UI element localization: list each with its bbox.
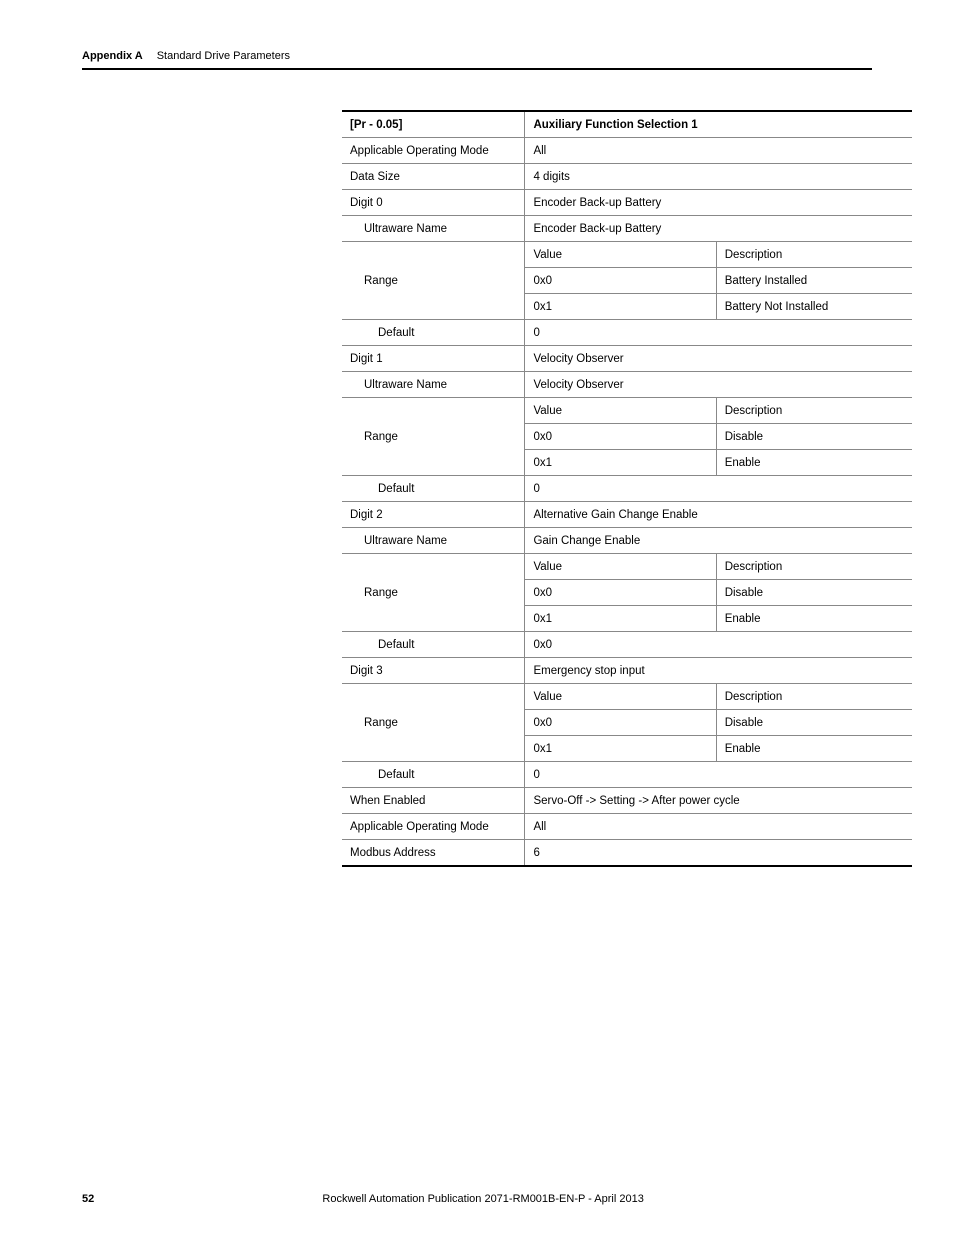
cell-label: Digit 0 [342, 190, 525, 216]
cell-value: Velocity Observer [525, 346, 912, 372]
cell-label: Applicable Operating Mode [342, 138, 525, 164]
cell-value: 0x0 [525, 268, 716, 294]
cell-value: Value [525, 242, 716, 268]
cell-value: Value [525, 684, 716, 710]
cell-label: Digit 3 [342, 658, 525, 684]
cell-label: Applicable Operating Mode [342, 814, 525, 840]
table-row: Range Value Description [342, 554, 912, 580]
page-number: 52 [82, 1193, 94, 1205]
cell-value: 0x0 [525, 424, 716, 450]
parameter-table: [Pr - 0.05] Auxiliary Function Selection… [342, 110, 912, 867]
table-row: Digit 0 Encoder Back-up Battery [342, 190, 912, 216]
cell-label: Default [342, 632, 525, 658]
cell-value: 0 [525, 762, 912, 788]
cell-value: Description [716, 684, 912, 710]
cell-value: 0 [525, 320, 912, 346]
publication-info: Rockwell Automation Publication 2071-RM0… [94, 1193, 872, 1205]
cell-value: 0 [525, 476, 912, 502]
param-id: [Pr - 0.05] [342, 111, 525, 138]
cell-value: 0x0 [525, 632, 912, 658]
cell-label: Modbus Address [342, 840, 525, 867]
cell-value: Emergency stop input [525, 658, 912, 684]
cell-value: Gain Change Enable [525, 528, 912, 554]
table-row: When Enabled Servo-Off -> Setting -> Aft… [342, 788, 912, 814]
cell-value: 0x1 [525, 294, 716, 320]
cell-label: Digit 1 [342, 346, 525, 372]
cell-value: 0x1 [525, 736, 716, 762]
table-row: Range Value Description [342, 398, 912, 424]
param-name: Auxiliary Function Selection 1 [525, 111, 912, 138]
table-row: Applicable Operating Mode All [342, 138, 912, 164]
table-row: Digit 2 Alternative Gain Change Enable [342, 502, 912, 528]
cell-label: Ultraware Name [342, 528, 525, 554]
page-header: Appendix A Standard Drive Parameters [82, 50, 872, 70]
table-row: Data Size 4 digits [342, 164, 912, 190]
cell-value: Description [716, 398, 912, 424]
table-row: Digit 1 Velocity Observer [342, 346, 912, 372]
table-row: Default 0 [342, 320, 912, 346]
table-row: Modbus Address 6 [342, 840, 912, 867]
table-row: Range Value Description [342, 242, 912, 268]
cell-value: 0x1 [525, 450, 716, 476]
cell-label: Digit 2 [342, 502, 525, 528]
cell-value: Disable [716, 580, 912, 606]
page-content: Appendix A Standard Drive Parameters [Pr… [0, 0, 954, 867]
cell-value: 0x0 [525, 580, 716, 606]
table-row: Default 0 [342, 762, 912, 788]
cell-value: Velocity Observer [525, 372, 912, 398]
cell-value: All [525, 138, 912, 164]
cell-value: Enable [716, 450, 912, 476]
cell-value: Value [525, 554, 716, 580]
cell-value: 0x1 [525, 606, 716, 632]
cell-label: Default [342, 476, 525, 502]
table-row: Default 0x0 [342, 632, 912, 658]
cell-value: 6 [525, 840, 912, 867]
cell-value: Battery Installed [716, 268, 912, 294]
table-row: Ultraware Name Gain Change Enable [342, 528, 912, 554]
cell-label: Range [342, 554, 525, 632]
table-row: Ultraware Name Velocity Observer [342, 372, 912, 398]
cell-value: Description [716, 554, 912, 580]
cell-value: 0x0 [525, 710, 716, 736]
appendix-title: Standard Drive Parameters [157, 50, 290, 62]
cell-value: Disable [716, 424, 912, 450]
table-row: Default 0 [342, 476, 912, 502]
cell-value: 4 digits [525, 164, 912, 190]
cell-label: Ultraware Name [342, 216, 525, 242]
cell-value: Encoder Back-up Battery [525, 190, 912, 216]
cell-value: Enable [716, 606, 912, 632]
cell-value: Alternative Gain Change Enable [525, 502, 912, 528]
cell-label: Range [342, 398, 525, 476]
cell-value: Value [525, 398, 716, 424]
table-row: Ultraware Name Encoder Back-up Battery [342, 216, 912, 242]
cell-value: Enable [716, 736, 912, 762]
table-row: Applicable Operating Mode All [342, 814, 912, 840]
cell-value: Servo-Off -> Setting -> After power cycl… [525, 788, 912, 814]
appendix-label: Appendix A [82, 50, 143, 62]
cell-label: Data Size [342, 164, 525, 190]
cell-label: Default [342, 320, 525, 346]
cell-label: When Enabled [342, 788, 525, 814]
table-row: Digit 3 Emergency stop input [342, 658, 912, 684]
cell-label: Range [342, 684, 525, 762]
page-footer: 52 Rockwell Automation Publication 2071-… [0, 1193, 954, 1205]
cell-label: Ultraware Name [342, 372, 525, 398]
cell-label: Range [342, 242, 525, 320]
cell-value: Disable [716, 710, 912, 736]
cell-value: Encoder Back-up Battery [525, 216, 912, 242]
cell-value: Battery Not Installed [716, 294, 912, 320]
cell-value: Description [716, 242, 912, 268]
table-row: [Pr - 0.05] Auxiliary Function Selection… [342, 111, 912, 138]
cell-value: All [525, 814, 912, 840]
table-row: Range Value Description [342, 684, 912, 710]
cell-label: Default [342, 762, 525, 788]
